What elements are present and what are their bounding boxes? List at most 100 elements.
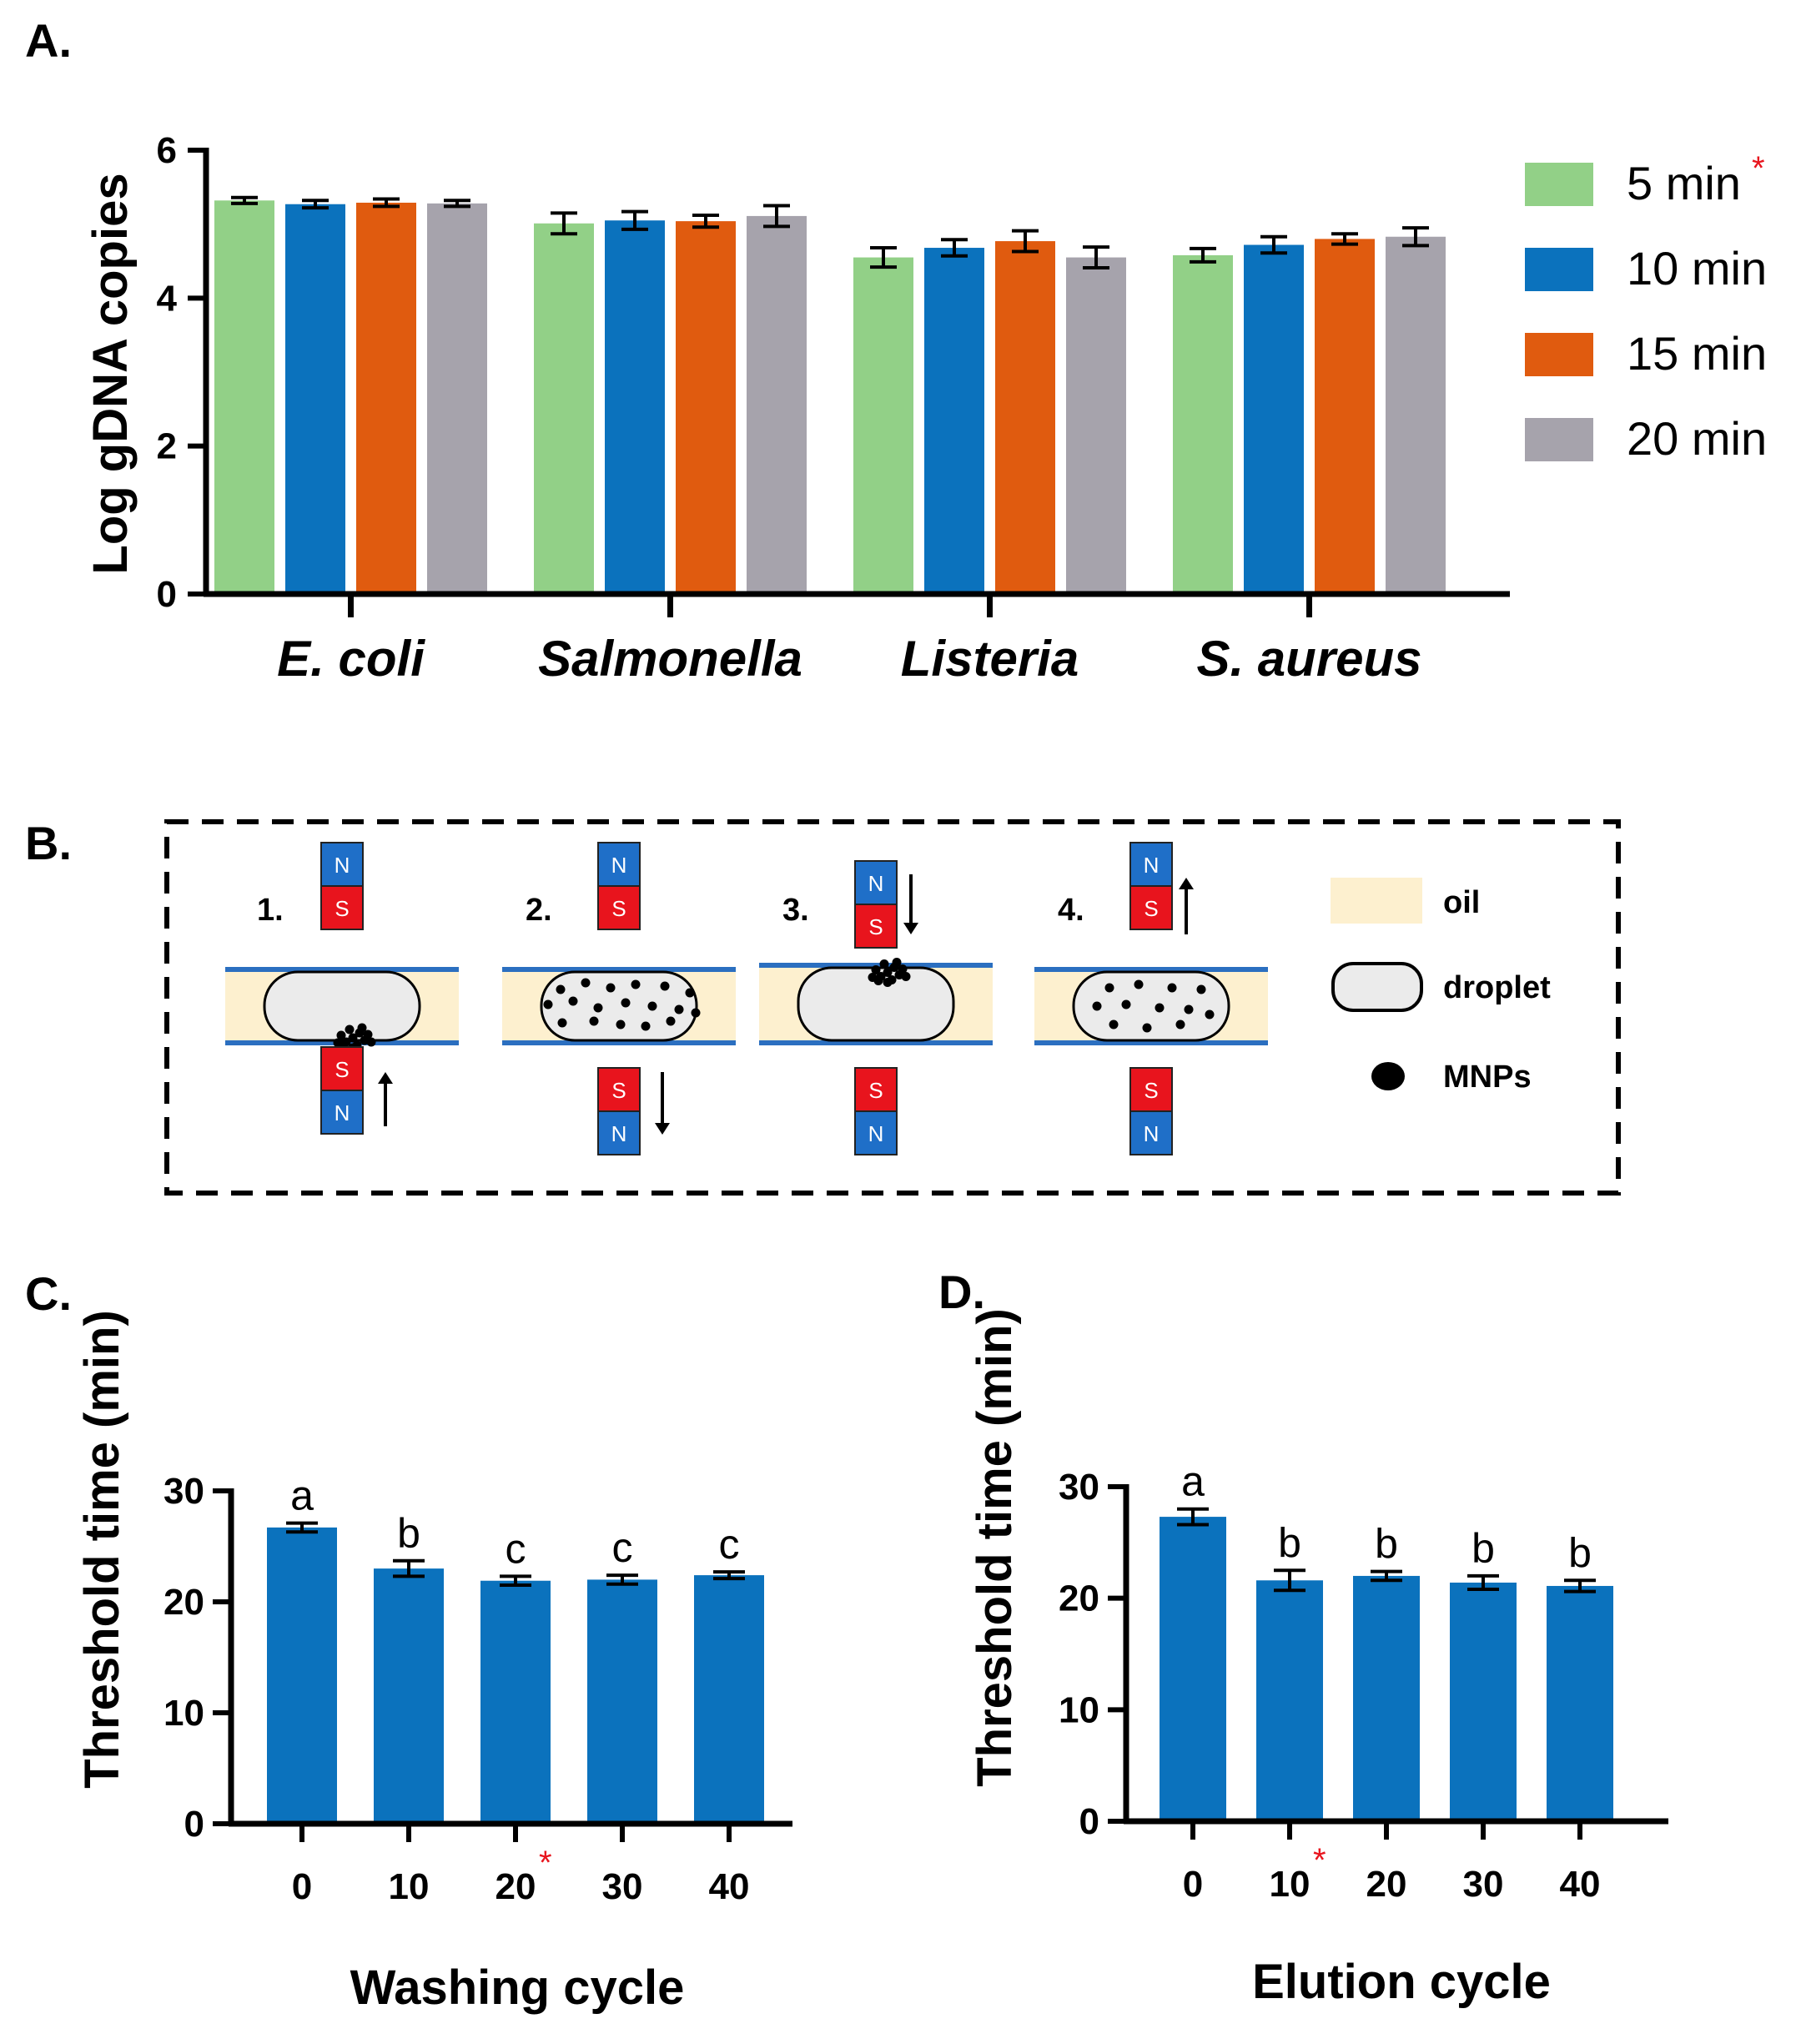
panel-a-y-axis-label: Log gDNA copies xyxy=(83,173,138,574)
magnet-south xyxy=(597,1067,641,1112)
mnp-particle xyxy=(898,964,908,974)
magnet-south xyxy=(1129,885,1173,930)
y-tick-label: 20 xyxy=(1059,1578,1099,1619)
mnp-particle xyxy=(1092,1001,1102,1011)
mnp-particle xyxy=(556,984,566,994)
bar-3-4 xyxy=(1066,257,1126,594)
y-tick-label: 4 xyxy=(157,278,178,319)
bar-30 xyxy=(587,1579,657,1824)
bar-40 xyxy=(694,1575,764,1824)
droplet xyxy=(263,970,421,1042)
magnet-north-label: N xyxy=(1144,1121,1160,1146)
mnp-particle xyxy=(892,958,902,967)
panel-a-bars xyxy=(214,195,1446,594)
mnp-particle xyxy=(901,972,911,981)
y-tick-label: 10 xyxy=(1059,1689,1099,1730)
y-tick-label: 6 xyxy=(157,130,177,171)
mnp-particle xyxy=(883,978,893,987)
mnp-particle xyxy=(348,1033,358,1043)
x-tick-label: 20 xyxy=(1366,1864,1407,1905)
x-tick-label: 10 xyxy=(1270,1864,1311,1905)
y-tick-label: 2 xyxy=(157,426,177,467)
y-tick-label: 0 xyxy=(1079,1801,1099,1842)
step-number: 2. xyxy=(526,893,552,928)
magnet-north xyxy=(854,1110,898,1155)
mnp-particle xyxy=(883,968,893,977)
mnp-particle xyxy=(647,1001,657,1011)
bar-2-2 xyxy=(605,220,665,594)
mnp-particle xyxy=(691,1008,701,1018)
significance-letter: a xyxy=(1181,1458,1205,1505)
y-tick-label: 10 xyxy=(163,1693,204,1734)
mnp-particle xyxy=(1175,1019,1185,1030)
panel-a-axes: E. coli Salmonella Listeria S. aureus 0 2 4 6 xyxy=(157,130,1510,687)
magnet-north-label: N xyxy=(611,853,627,878)
bar-3-2 xyxy=(924,248,984,594)
panel-a: A. Log gDNA copies E. coli Salmonella List… xyxy=(25,14,1767,687)
significance-letter: c xyxy=(612,1524,633,1571)
magnet-south-label: S xyxy=(1144,1078,1158,1103)
panel-d-y-axis-label: Threshold time (min) xyxy=(968,1308,1022,1787)
magnet-north-label: N xyxy=(335,1100,350,1125)
x-tick-label: 30 xyxy=(1463,1864,1504,1905)
mnp-particle xyxy=(366,1037,376,1047)
magnet-south xyxy=(597,885,641,930)
significance-letter: b xyxy=(1471,1525,1495,1572)
y-tick-label: 20 xyxy=(163,1582,204,1623)
legend-asterisk: * xyxy=(1752,150,1765,187)
panel-c-label: C. xyxy=(25,1267,72,1320)
x-tick-label: 10 xyxy=(389,1866,430,1907)
bar-1-2 xyxy=(285,204,345,594)
panel-d-x-axis-label: Elution cycle xyxy=(1252,1955,1551,2009)
magnet-south-label: S xyxy=(868,914,883,939)
bar-4-3 xyxy=(1315,239,1375,594)
mnp-particle xyxy=(333,1038,343,1048)
mnp-particle xyxy=(1184,1004,1194,1014)
movement-arrow-head xyxy=(1179,878,1194,889)
magnet-north xyxy=(597,1110,641,1155)
bar-40 xyxy=(1547,1585,1613,1821)
x-tick-label: 40 xyxy=(709,1866,750,1907)
magnet-north-label: N xyxy=(868,1121,884,1146)
mnp-particle xyxy=(357,1023,367,1033)
mnp-particle xyxy=(660,981,670,991)
category-label: E. coli xyxy=(277,631,425,687)
mnp-particle xyxy=(641,1021,651,1031)
mnp-particle xyxy=(568,996,578,1006)
magnet-south xyxy=(320,885,364,930)
movement-arrow-head xyxy=(378,1072,393,1084)
movement-arrow-head xyxy=(903,923,918,934)
bar-1-1 xyxy=(214,200,274,594)
bar-0 xyxy=(1160,1517,1226,1821)
mnp-particle xyxy=(868,973,878,982)
magnet-north xyxy=(320,842,364,887)
y-tick-label: 0 xyxy=(157,574,177,615)
mnp-particle xyxy=(1142,1023,1152,1033)
legend-label: 10 min xyxy=(1627,242,1767,295)
magnet-south-label: S xyxy=(1144,896,1158,921)
category-label: Listeria xyxy=(901,631,1079,687)
legend-mnp-dot xyxy=(1371,1062,1405,1090)
bar-10 xyxy=(1256,1580,1323,1821)
mnp-particle xyxy=(1167,983,1177,993)
step-number: 4. xyxy=(1058,893,1084,928)
panel-a-label: A. xyxy=(25,14,72,67)
panel-c-y-axis-label: Threshold time (min) xyxy=(75,1310,129,1789)
mnp-particle xyxy=(1121,999,1131,1009)
bar-4-2 xyxy=(1244,244,1304,594)
significance-letter: b xyxy=(397,1510,420,1557)
movement-arrow-head xyxy=(655,1123,670,1135)
mnp-particle xyxy=(1205,1009,1215,1019)
magnet-north xyxy=(320,1090,364,1135)
bar-2-1 xyxy=(534,223,594,594)
bar-20 xyxy=(1353,1575,1420,1821)
x-tick-asterisk: * xyxy=(539,1845,552,1881)
mnp-particle xyxy=(621,998,631,1008)
bar-2-3 xyxy=(676,221,736,594)
mnp-particle xyxy=(1134,979,1144,989)
significance-letter: b xyxy=(1568,1529,1592,1576)
